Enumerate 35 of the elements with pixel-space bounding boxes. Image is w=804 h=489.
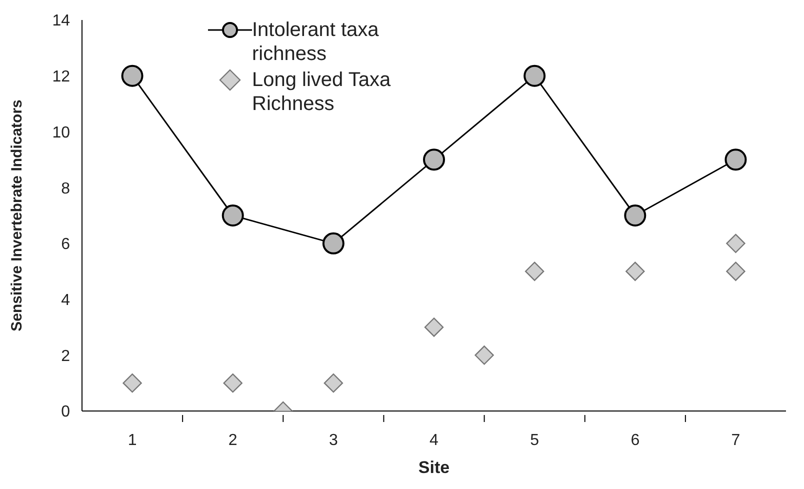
y-tick-label: 12 <box>52 68 70 86</box>
point <box>524 262 544 281</box>
x-tick-label: 2 <box>228 432 238 449</box>
x-tick-label: 1 <box>128 432 137 449</box>
point <box>223 373 242 393</box>
x-tick-label: 4 <box>430 432 439 449</box>
point <box>424 318 444 337</box>
point <box>726 262 746 281</box>
x-tick-label: 7 <box>731 432 740 449</box>
x-axis-title: Site <box>418 458 450 477</box>
y-tick-label: 4 <box>61 292 70 309</box>
point <box>524 64 546 87</box>
x-tick-label: 3 <box>328 432 338 449</box>
y-tick-label: 14 <box>52 12 70 30</box>
y-tick-label: 0 <box>61 404 70 421</box>
y-tick-label: 2 <box>61 348 70 365</box>
point <box>724 148 747 171</box>
y-tick-label: 8 <box>61 180 70 198</box>
x-tick-label: 5 <box>530 432 540 449</box>
x-tick-label: 6 <box>630 432 640 449</box>
y-axis-title: Sensitive Invertebrate Indicators <box>8 100 26 332</box>
legend-label: Long lived Taxa Richness <box>252 68 392 116</box>
y-tick-label: 10 <box>52 124 70 142</box>
point <box>322 232 344 254</box>
point <box>324 373 344 393</box>
point <box>626 262 645 281</box>
point <box>624 204 646 226</box>
point <box>474 346 494 365</box>
legend-label: Intolerant taxa richness <box>252 18 380 66</box>
y-tick-label: 6 <box>61 236 70 254</box>
point <box>423 148 445 171</box>
point <box>222 204 244 226</box>
point <box>121 64 144 87</box>
point <box>122 373 142 393</box>
point <box>726 234 746 254</box>
